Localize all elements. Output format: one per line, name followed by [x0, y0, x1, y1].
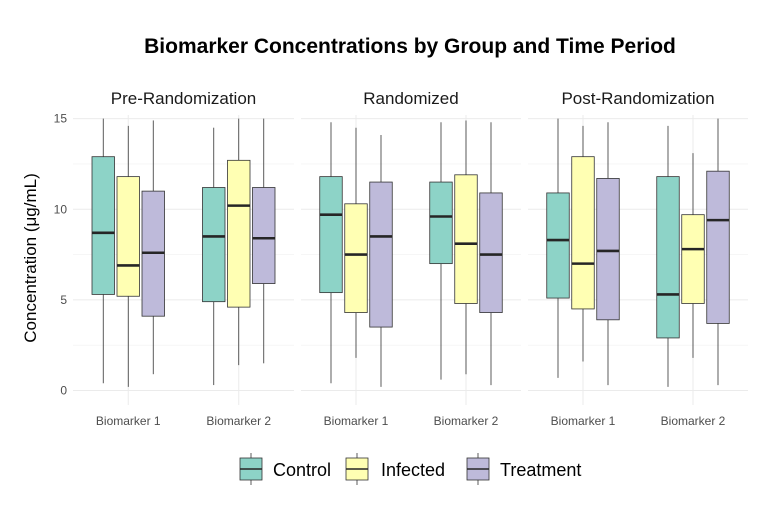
- box-infected: [454, 120, 478, 375]
- legend-label: Control: [273, 460, 331, 480]
- legend-label: Treatment: [500, 460, 581, 480]
- box-iqr: [319, 176, 343, 294]
- box-iqr: [596, 178, 620, 321]
- box-iqr: [116, 176, 140, 297]
- x-tick-label: Biomarker 2: [206, 414, 271, 428]
- box-treatment: [369, 134, 393, 387]
- box-infected: [344, 127, 368, 358]
- x-tick-label: Biomarker 2: [661, 414, 726, 428]
- box-iqr: [681, 214, 705, 304]
- legend: Control Infected Treatment: [239, 453, 581, 485]
- box-iqr: [479, 192, 503, 313]
- box-iqr: [429, 181, 453, 265]
- facet-label: Pre-Randomization: [111, 89, 257, 108]
- box-infected: [227, 118, 251, 366]
- box-iqr: [454, 174, 478, 304]
- x-tick-label: Biomarker 1: [96, 414, 161, 428]
- y-axis-label: Concentration (μg/mL): [21, 173, 40, 342]
- legend-item-control: Control: [239, 453, 331, 485]
- box-infected: [681, 153, 705, 358]
- box-treatment: [596, 122, 620, 386]
- y-tick-label: 0: [60, 384, 67, 398]
- box-iqr: [252, 187, 276, 284]
- y-axis: 0 5 10 15: [54, 112, 68, 398]
- facet-panel: Randomized Biomarker 1 Biomarker 2: [301, 89, 521, 428]
- legend-item-treatment: Treatment: [466, 453, 581, 485]
- facet-panel: Post-Randomization Biomarker 1 Biomarker 2: [528, 89, 748, 428]
- box-treatment: [252, 118, 276, 364]
- box-iqr: [227, 159, 251, 308]
- y-tick-label: 15: [54, 112, 68, 126]
- box-control: [91, 118, 115, 384]
- y-tick-label: 10: [54, 202, 68, 216]
- x-tick-label: Biomarker 1: [551, 414, 616, 428]
- chart-title: Biomarker Concentrations by Group and Ti…: [144, 35, 676, 58]
- box-treatment: [141, 120, 165, 375]
- box-infected: [116, 125, 140, 387]
- legend-item-infected: Infected: [345, 453, 445, 485]
- facet-label: Post-Randomization: [561, 89, 714, 108]
- box-iqr: [91, 156, 115, 295]
- box-iqr: [546, 192, 570, 299]
- box-control: [202, 127, 226, 386]
- box-treatment: [706, 118, 730, 386]
- box-control: [656, 125, 680, 387]
- box-iqr: [202, 187, 226, 303]
- box-iqr: [706, 170, 730, 324]
- box-infected: [571, 125, 595, 362]
- facet-label: Randomized: [363, 89, 458, 108]
- box-control: [429, 122, 453, 380]
- y-tick-label: 5: [60, 293, 67, 307]
- box-control: [319, 122, 343, 384]
- box-iqr: [571, 156, 595, 310]
- box-control: [546, 118, 570, 378]
- box-iqr: [369, 181, 393, 328]
- box-iqr: [656, 176, 680, 339]
- box-iqr: [344, 203, 368, 313]
- x-tick-label: Biomarker 1: [324, 414, 389, 428]
- x-tick-label: Biomarker 2: [434, 414, 499, 428]
- facet-panel: Pre-Randomization Biomarker 1 Biomarker 2: [73, 89, 294, 428]
- legend-label: Infected: [381, 460, 445, 480]
- box-treatment: [479, 122, 503, 386]
